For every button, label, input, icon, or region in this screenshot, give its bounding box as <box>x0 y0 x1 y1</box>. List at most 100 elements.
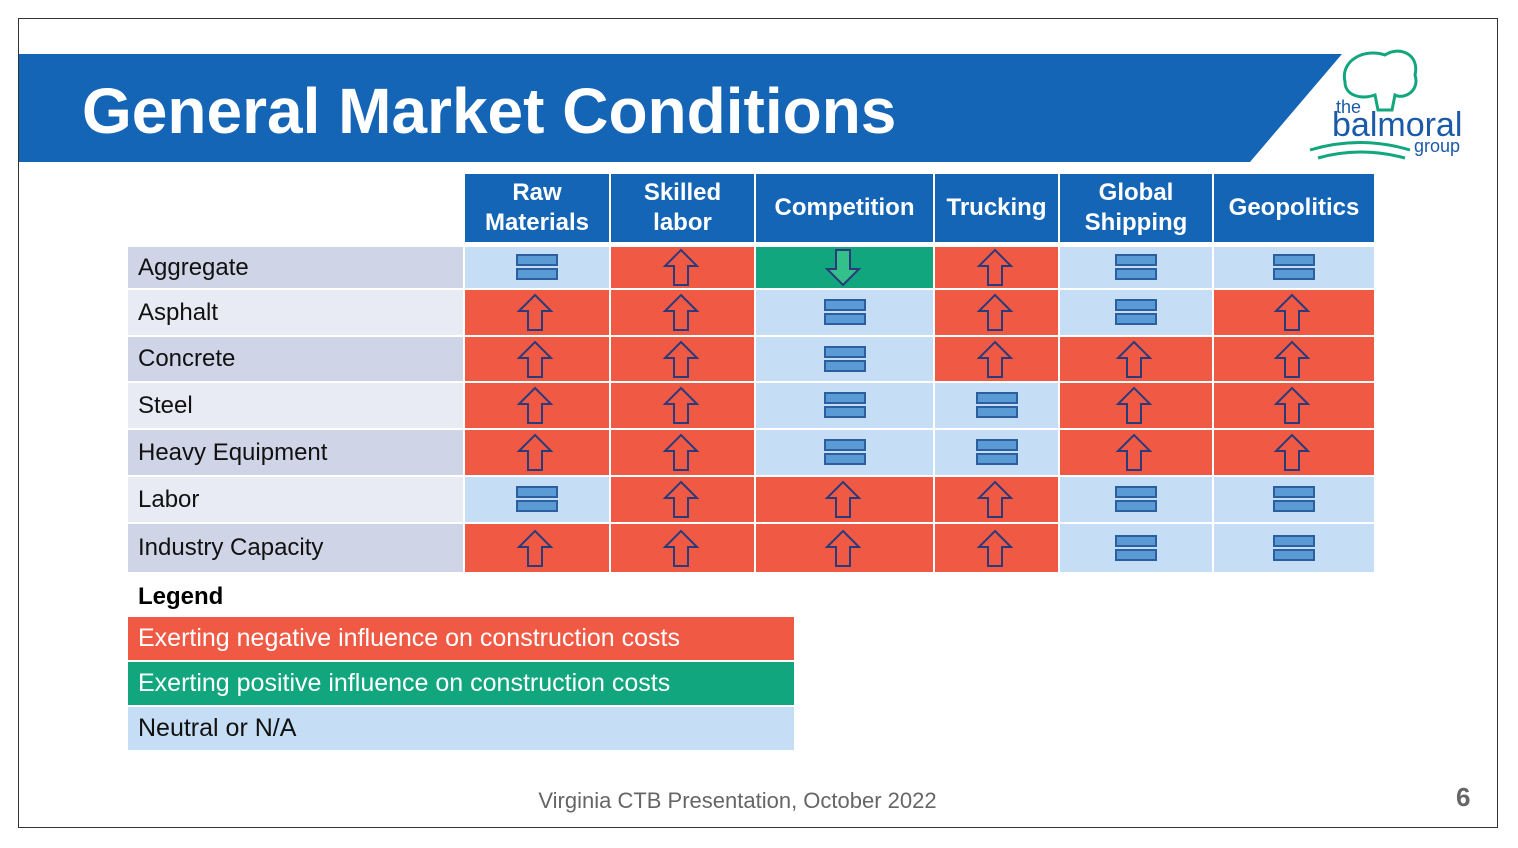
row-label: Aggregate <box>128 247 463 288</box>
cell-icon <box>1115 340 1153 378</box>
cell-icon <box>1273 340 1311 378</box>
slide-frame <box>18 18 1498 828</box>
status-cell <box>935 337 1058 381</box>
cell-icon <box>1115 433 1153 471</box>
cell-icon <box>823 439 866 465</box>
cell-icon <box>1115 534 1157 561</box>
status-cell <box>465 290 609 335</box>
status-cell <box>935 430 1058 475</box>
page-number: 6 <box>1456 782 1471 812</box>
cell-icon <box>1273 433 1311 471</box>
status-cell <box>1060 337 1212 381</box>
logo-tree <box>1342 49 1418 112</box>
cell-icon <box>1115 386 1153 424</box>
row-label: Concrete <box>128 337 463 381</box>
status-cell <box>935 477 1058 522</box>
column-header: Raw Materials <box>465 174 609 242</box>
row-label: Labor <box>128 477 463 522</box>
status-cell <box>1060 524 1212 572</box>
cell-icon <box>975 392 1018 418</box>
banner: General Market Conditions the balmoral g… <box>19 49 1462 162</box>
status-cell <box>756 524 933 572</box>
cell-icon <box>1273 254 1315 280</box>
cell-icon <box>824 529 861 567</box>
cell-icon <box>516 486 558 512</box>
column-header: Skilled labor <box>611 174 754 242</box>
row-label: Asphalt <box>128 290 463 335</box>
row-label: Industry Capacity <box>128 524 463 572</box>
status-cell <box>465 524 609 572</box>
cell-icon <box>823 345 866 372</box>
cell-icon <box>516 340 554 378</box>
status-cell <box>1214 383 1374 428</box>
cell-icon <box>976 340 1013 378</box>
legend-item: Exerting negative influence on construct… <box>128 617 794 660</box>
cell-icon <box>824 249 861 287</box>
cell-icon <box>1273 534 1315 561</box>
status-cell <box>756 477 933 522</box>
cell-icon <box>823 392 866 418</box>
cell-icon <box>1115 254 1157 280</box>
status-cell <box>611 247 754 288</box>
cell-icon <box>824 480 861 518</box>
status-cell <box>611 430 754 475</box>
status-cell <box>1060 477 1212 522</box>
column-header: Trucking <box>935 174 1058 242</box>
status-cell <box>611 477 754 522</box>
status-cell <box>1214 290 1374 335</box>
status-cell <box>1214 524 1374 572</box>
status-cell <box>465 337 609 381</box>
cell-icon <box>516 433 554 471</box>
footer: Virginia CTB Presentation, October 2022 <box>538 788 937 813</box>
status-cell <box>1214 477 1374 522</box>
status-cell <box>756 247 933 288</box>
logo-waves <box>1309 141 1411 160</box>
status-cell <box>465 383 609 428</box>
status-cell <box>611 290 754 335</box>
cell-icon <box>662 433 699 471</box>
logo-name: balmoral <box>1332 106 1462 144</box>
cell-icon <box>662 340 699 378</box>
logo-the: the <box>1336 97 1361 117</box>
column-header: Competition <box>756 174 933 242</box>
status-cell <box>1060 290 1212 335</box>
legend-title: Legend <box>138 583 224 610</box>
cell-icon <box>662 386 699 424</box>
row-label: Heavy Equipment <box>128 430 463 475</box>
cell-icon <box>976 293 1013 331</box>
status-cell <box>611 383 754 428</box>
legend-item: Exerting positive influence on construct… <box>128 662 794 705</box>
cell-icon <box>662 248 699 286</box>
cell-icon <box>662 293 699 331</box>
status-cell <box>935 524 1058 572</box>
status-cell <box>935 290 1058 335</box>
cell-icon <box>976 529 1013 567</box>
column-header: Global Shipping <box>1060 174 1212 242</box>
cell-icon <box>516 293 554 331</box>
status-cell <box>1214 337 1374 381</box>
status-cell <box>465 430 609 475</box>
status-cell <box>1060 383 1212 428</box>
status-cell <box>465 477 609 522</box>
status-cell <box>1060 430 1212 475</box>
status-cell <box>756 383 933 428</box>
logo-group: group <box>1414 136 1460 156</box>
cell-icon <box>662 529 699 567</box>
banner-bg <box>19 54 1342 162</box>
legend-item: Neutral or N/A <box>128 707 794 750</box>
status-cell <box>756 290 933 335</box>
cell-icon <box>1115 299 1157 325</box>
status-cell <box>611 524 754 572</box>
cell-icon <box>823 299 866 325</box>
cell-icon <box>662 480 699 518</box>
status-cell <box>756 430 933 475</box>
cell-icon <box>516 254 558 280</box>
status-cell <box>465 247 609 288</box>
cell-icon <box>975 439 1018 465</box>
cell-icon <box>1273 386 1311 424</box>
cell-icon <box>976 480 1013 518</box>
cell-icon <box>1273 486 1315 512</box>
column-header: Geopolitics <box>1214 174 1374 242</box>
cell-icon <box>516 386 554 424</box>
